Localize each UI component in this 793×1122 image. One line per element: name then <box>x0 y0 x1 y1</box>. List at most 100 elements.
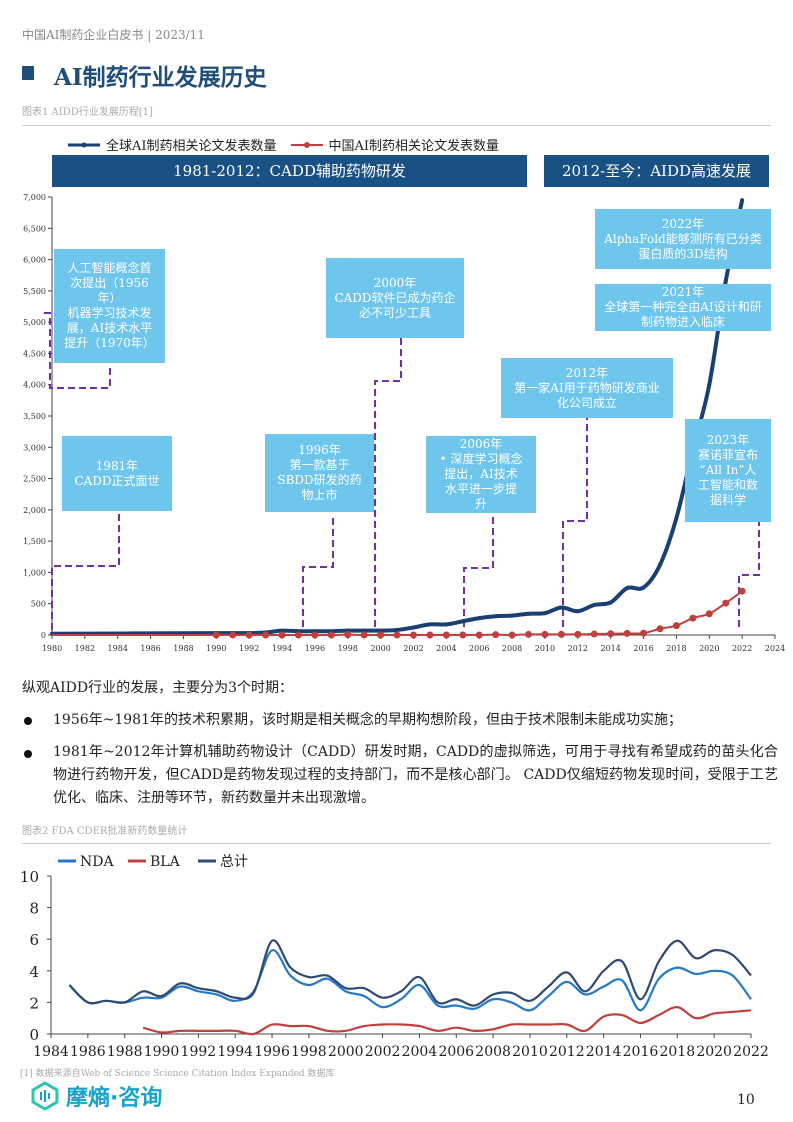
global-data-point <box>641 585 646 590</box>
y-tick-label: 5,000 <box>23 318 46 327</box>
figure1-caption: 图表1 AIDD行业发展历程[1] <box>22 107 153 118</box>
global-data-point <box>280 628 285 633</box>
global-data-point <box>460 619 465 624</box>
y-tick-label: 4,500 <box>23 349 46 358</box>
global-data-point <box>444 622 449 627</box>
china-data-point <box>360 631 368 639</box>
x-tick-label: 1998 <box>338 644 358 653</box>
series-line-BLA <box>142 1006 752 1036</box>
legend-label: NDA <box>80 854 114 870</box>
x-tick-label: 2016 <box>633 644 653 653</box>
legend-global-swatch <box>68 142 100 147</box>
footnote: [1] 数据来源自Web of Science Science Citation… <box>20 1069 335 1079</box>
global-data-point <box>740 198 745 203</box>
global-data-point <box>657 562 662 567</box>
legend-label: BLA <box>150 854 181 870</box>
china-data-point <box>459 631 467 639</box>
global-data-point <box>559 605 564 610</box>
x-tick-label: 2010 <box>535 644 555 653</box>
china-data-point <box>245 631 253 639</box>
x-tick-label: 2018 <box>659 1044 695 1060</box>
china-data-point <box>311 631 319 639</box>
china-data-point <box>262 631 270 639</box>
divider <box>22 843 771 844</box>
global-data-point <box>625 586 630 591</box>
note-2000: 2000年 CADD软件已成为药企 必不可少工具 <box>326 258 464 338</box>
global-data-point <box>427 622 432 627</box>
y-tick-label: 500 <box>31 600 46 609</box>
global-data-point <box>575 609 580 614</box>
x-tick-label: 1996 <box>254 1044 290 1060</box>
global-data-point <box>592 602 597 607</box>
bullet-icon <box>24 717 32 725</box>
global-data-point <box>674 515 679 520</box>
divider <box>22 125 771 126</box>
x-tick-label: 1984 <box>108 644 128 653</box>
legend-global-label: 全球AI制药相关论文发表数量 <box>106 139 277 154</box>
x-tick-label: 1992 <box>239 644 259 653</box>
x-tick-label: 2024 <box>765 644 785 653</box>
china-data-point <box>410 631 417 639</box>
y-tick-label: 6 <box>29 931 39 949</box>
x-tick-label: 2004 <box>402 1044 438 1060</box>
x-tick-label: 1988 <box>107 1044 143 1060</box>
china-data-point <box>426 631 434 639</box>
china-data-point <box>640 629 648 637</box>
x-tick-label: 1982 <box>75 644 95 653</box>
note-2021: 2021年 全球第一种完全由AI设计和研 制药物进入临床 <box>595 284 771 331</box>
global-data-point <box>510 613 515 618</box>
note-2022: 2022年 AlphaFold能够测所有已分类 蛋白质的3D结构 <box>595 209 771 269</box>
x-tick-label: 2002 <box>365 1044 401 1060</box>
china-data-point <box>722 599 730 607</box>
annotation-connector <box>44 312 111 389</box>
x-tick-label: 1992 <box>181 1044 217 1060</box>
x-tick-label: 2006 <box>438 1044 474 1060</box>
x-tick-label: 2000 <box>370 644 390 653</box>
china-data-point <box>294 631 302 639</box>
annotation-connector <box>374 338 402 627</box>
x-tick-label: 2008 <box>475 1044 511 1060</box>
legend-china-label: 中国AI制药相关论文发表数量 <box>328 139 500 154</box>
intro-text: 纵观AIDD行业的发展，主要分为3个时期： <box>22 680 293 696</box>
global-data-point <box>608 600 613 605</box>
y-tick-label: 10 <box>20 868 39 886</box>
x-tick-label: 2020 <box>699 644 719 653</box>
x-tick-label: 2022 <box>732 644 752 653</box>
y-tick-label: 2 <box>29 994 39 1012</box>
annotation-connector <box>562 418 588 627</box>
x-tick-label: 1990 <box>144 1044 180 1060</box>
series-line-总计 <box>68 939 752 1007</box>
figure2-caption: 图表2 FDA CDER批准新药数量统计 <box>22 826 188 837</box>
global-data-point <box>707 382 712 387</box>
global-data-point <box>395 627 400 632</box>
x-tick-label: 1986 <box>70 1044 106 1060</box>
x-tick-label: 1984 <box>33 1044 69 1060</box>
global-data-point <box>723 279 728 284</box>
x-tick-label: 1988 <box>173 644 193 653</box>
china-data-point <box>607 630 615 638</box>
china-data-point <box>574 630 582 638</box>
note-1996: 1996年 第一款基于 SBDD研发的药 物上市 <box>265 434 374 512</box>
china-data-point <box>672 622 680 630</box>
page-number: 10 <box>737 1092 755 1108</box>
annotation-connector <box>302 515 334 627</box>
bullet-text-2: 1981年~2012年计算机辅助药物设计（CADD）研发时期，CADD的虚拟筛选… <box>53 744 778 806</box>
y-tick-label: 4,000 <box>23 381 46 390</box>
legend-china-swatch <box>290 141 323 148</box>
global-data-point <box>411 625 416 630</box>
global-data-point <box>477 616 482 621</box>
x-tick-label: 2018 <box>666 644 686 653</box>
chart1-legend: 全球AI制药相关论文发表数量 中国AI制药相关论文发表数量 <box>68 135 499 154</box>
series-line-NDA <box>68 949 752 1012</box>
annotation-connector <box>738 522 760 627</box>
global-data-point <box>378 628 383 633</box>
china-data-point <box>377 631 385 639</box>
y-tick-label: 1,000 <box>23 568 46 577</box>
title-square-icon <box>22 66 34 80</box>
x-tick-label: 2012 <box>568 644 588 653</box>
x-tick-label: 2004 <box>436 644 456 653</box>
china-data-point <box>442 631 450 639</box>
x-tick-label: 1996 <box>305 644 325 653</box>
y-tick-label: 2,500 <box>23 475 46 484</box>
